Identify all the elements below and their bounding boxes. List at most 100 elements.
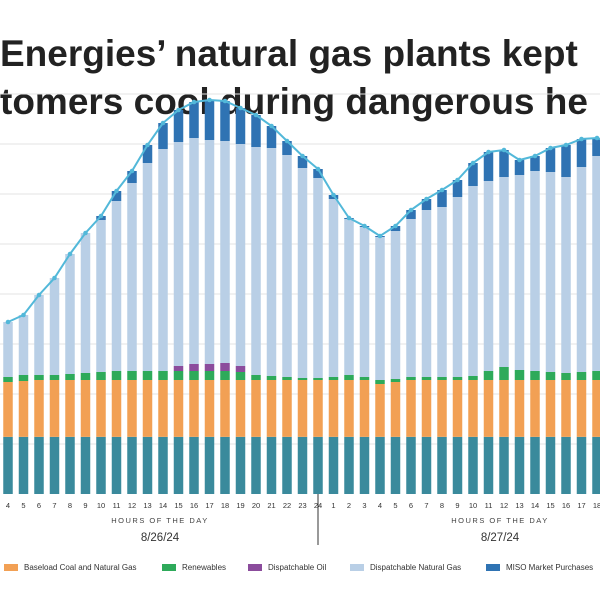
chart-title: Energies’ natural gas plants kept tomers… [0, 30, 600, 126]
bar-segment-gas [375, 237, 385, 380]
total-load-point [315, 166, 321, 172]
bar-segment-oil [204, 364, 215, 371]
bar-segment-miso [313, 169, 323, 178]
bar-segment-baseload-upper [592, 380, 600, 437]
bar-segment-gas [545, 172, 556, 372]
bar-segment-baseload-lower [530, 436, 540, 494]
bar-segment-miso [266, 126, 277, 148]
bar-segment-miso [173, 110, 184, 142]
x-tick-label: 6 [37, 501, 41, 510]
bar-segment-baseload-upper [189, 380, 199, 437]
bar-segment-gas [18, 315, 29, 375]
x-tick-label: 5 [393, 501, 397, 510]
x-tick-label: 3 [362, 501, 366, 510]
x-tick-label: 17 [205, 501, 213, 510]
total-load-point [160, 120, 166, 126]
bar-segment-baseload-lower [313, 436, 323, 494]
x-tick-label: 19 [236, 501, 244, 510]
x-tick-label: 12 [500, 501, 508, 510]
bar-segment-baseload-upper [406, 380, 416, 437]
legend-item-oil: Dispatchable Oil [248, 563, 326, 572]
bar-segment-gas [483, 181, 494, 371]
bar-segment-baseload-lower [421, 436, 432, 494]
total-load-point [207, 97, 212, 103]
bar-segment-miso [483, 152, 494, 181]
bar-segment-miso [592, 138, 600, 156]
bar-segment-oil [189, 364, 199, 371]
x-tick-label: 8 [440, 501, 444, 510]
bar-segment-renewables [235, 372, 246, 380]
legend-swatch-oil [248, 564, 262, 571]
bar-segment-gas [592, 156, 600, 371]
total-load-point [114, 188, 119, 194]
legend-label-baseload: Baseload Coal and Natural Gas [24, 563, 137, 572]
legend-item-gas: Dispatchable Natural Gas [350, 563, 461, 572]
total-load-point [439, 187, 445, 193]
bar-segment-baseload-lower [251, 436, 261, 494]
bar-segment-baseload-upper [18, 381, 29, 437]
x-tick-label: 18 [221, 501, 229, 510]
bar-segment-baseload-lower [266, 436, 277, 494]
bar-segment-miso [297, 156, 308, 168]
bar-segment-baseload-upper [204, 380, 215, 437]
bar-segment-renewables [142, 371, 153, 380]
bar-segment-baseload-upper [437, 380, 447, 437]
bar-segment-baseload-lower [545, 436, 556, 494]
bar-segment-gas [220, 141, 230, 363]
bar-segment-gas [3, 322, 13, 377]
legend-swatch-gas [350, 564, 364, 571]
bar-segment-baseload-upper [80, 380, 91, 437]
bar-segment-renewables [220, 371, 230, 380]
bar-segment-renewables [49, 375, 60, 380]
total-load-point [269, 123, 274, 129]
bar-segment-baseload-upper [313, 380, 323, 437]
bar-segment-gas [514, 175, 525, 370]
bar-segment-gas [421, 210, 432, 377]
bar-segment-gas [576, 167, 587, 372]
bar-segment-renewables [545, 372, 556, 380]
day-label-2: 8/27/24 [481, 532, 520, 544]
bar-segment-baseload-lower [344, 436, 354, 494]
bar-segment-renewables [576, 372, 587, 380]
bar-segment-baseload-upper [359, 380, 370, 437]
bar-segment-renewables [313, 378, 323, 380]
bar-segment-baseload-upper [34, 380, 44, 437]
bar-segment-gas [561, 177, 571, 373]
bar-segment-gas [142, 163, 153, 371]
bar-segment-gas [173, 142, 184, 366]
total-load-point [532, 153, 538, 159]
x-tick-label: 14 [531, 501, 539, 510]
bar-segment-baseload-lower [111, 436, 122, 494]
bar-segment-renewables [111, 371, 122, 380]
bar-segment-baseload-upper [452, 380, 463, 437]
x-tick-label: 4 [378, 501, 382, 510]
bar-segment-baseload-lower [158, 436, 168, 494]
bar-segment-oil [220, 363, 230, 371]
total-load-point [222, 98, 228, 104]
bar-segment-renewables [282, 377, 292, 380]
x-tick-label: 12 [128, 501, 136, 510]
total-load-point [176, 107, 181, 113]
bar-segment-gas [437, 207, 447, 377]
bar-segment-gas [65, 254, 75, 374]
x-tick-label: 11 [113, 501, 121, 510]
bar-segment-gas [452, 197, 463, 377]
bar-segment-renewables [437, 377, 447, 380]
x-tick-label: 20 [252, 501, 260, 510]
x-tick-label: 18 [593, 501, 600, 510]
bar-series [3, 100, 600, 494]
bar-segment-renewables [514, 370, 525, 380]
chart-title-line-1: Energies’ natural gas plants kept [0, 33, 578, 74]
bar-segment-baseload-lower [406, 436, 416, 494]
bar-segment-gas [266, 148, 277, 376]
bar-segment-baseload-upper [49, 380, 60, 437]
bar-segment-gas [313, 178, 323, 378]
bar-segment-renewables [297, 378, 308, 380]
total-load-point [21, 312, 26, 318]
bar-segment-renewables [80, 373, 91, 380]
bar-segment-baseload-upper [173, 380, 184, 437]
bar-segment-baseload-upper [96, 380, 106, 437]
bar-segment-baseload-upper [576, 380, 587, 437]
bar-segment-renewables [127, 371, 137, 380]
bar-segment-miso [251, 115, 261, 147]
